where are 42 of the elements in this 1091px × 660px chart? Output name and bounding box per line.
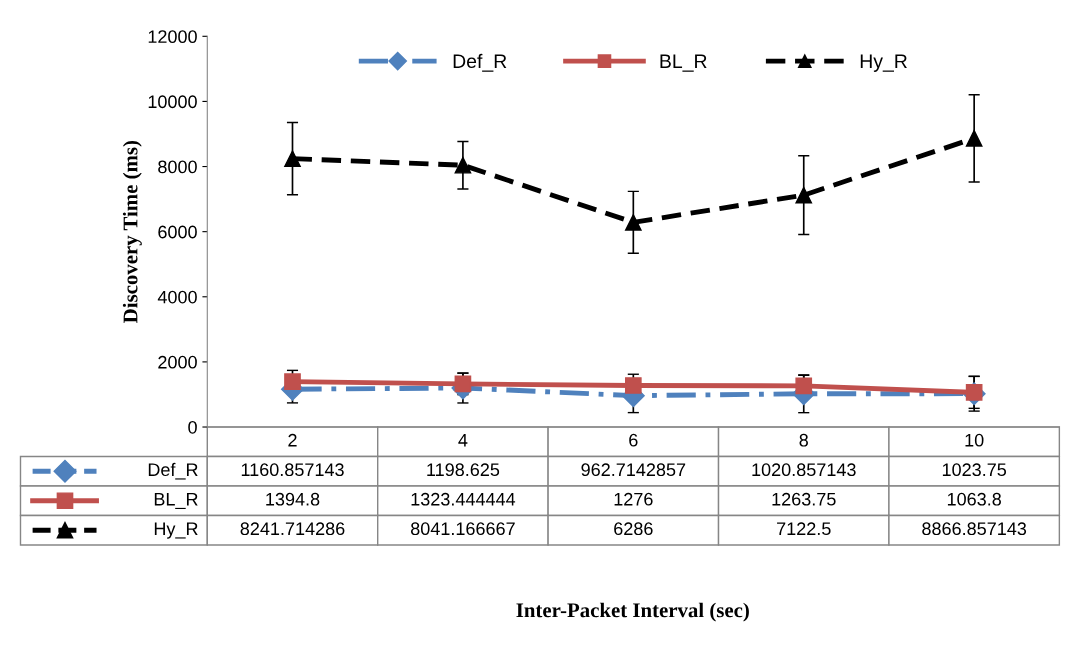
y-tick-label: 6000	[158, 225, 197, 239]
point	[624, 377, 642, 394]
data-label: 1323.444444	[411, 492, 516, 506]
x-tick-label: 4	[458, 434, 468, 447]
data-label: 8041.166667	[410, 522, 515, 536]
y-tick-label: 2000	[158, 355, 197, 369]
legend-label: Hy_R	[860, 54, 907, 72]
data-label: 1198.625	[427, 463, 500, 477]
x-tick-label: 2	[288, 433, 297, 447]
text: Def_R	[148, 462, 198, 480]
data-label: 1276	[614, 492, 653, 506]
data-label: 1063.8	[947, 492, 1001, 506]
point	[454, 156, 472, 174]
data-label: 1263.75	[772, 492, 836, 506]
data-label: 7122.5	[777, 522, 831, 536]
point	[795, 186, 813, 204]
y-tick-label: 12000	[148, 30, 197, 44]
point	[284, 150, 301, 168]
x-tick-label: 10	[965, 433, 984, 447]
point	[965, 129, 983, 147]
point	[284, 373, 301, 390]
y-tick-label: 0	[188, 420, 197, 434]
data-label: 962.7142857	[581, 463, 686, 477]
data-label: 1160.857143	[241, 463, 344, 477]
text: BL_R	[154, 493, 198, 510]
data-label: 1023.75	[942, 463, 1007, 477]
text: Hy_R	[154, 522, 198, 539]
y-tick-label: 8000	[158, 160, 197, 174]
y-tick-label: 4000	[157, 290, 197, 304]
legend-label: BL_R	[660, 54, 707, 72]
data-label: 6286	[614, 522, 653, 536]
x-tick-label: 6	[629, 433, 638, 447]
data-label: 1020.857143	[752, 463, 856, 477]
legend-label: Def_R	[453, 53, 507, 72]
y-tick-label: 10000	[148, 95, 197, 109]
point	[624, 214, 642, 231]
text: Inter-Packet Interval (sec)	[516, 602, 749, 622]
data-label: 8866.857143	[922, 522, 1027, 536]
data-label: 8241.714286	[240, 522, 345, 536]
x-tick-label: 8	[799, 433, 808, 447]
data-label: 1394.8	[266, 492, 320, 506]
y-axis-title: Discovery Time (ms)	[122, 140, 142, 323]
